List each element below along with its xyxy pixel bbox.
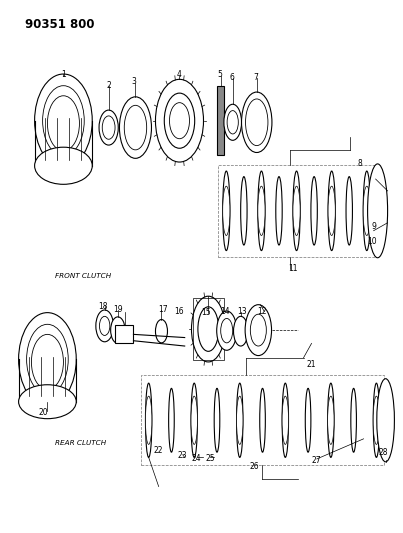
Ellipse shape <box>282 383 289 457</box>
Ellipse shape <box>214 389 220 452</box>
Bar <box>217 86 224 155</box>
Ellipse shape <box>328 171 335 251</box>
Text: 13: 13 <box>237 307 247 316</box>
Ellipse shape <box>145 383 152 457</box>
Ellipse shape <box>223 171 230 251</box>
Text: 20: 20 <box>39 408 48 417</box>
Ellipse shape <box>191 396 197 445</box>
Ellipse shape <box>368 164 388 258</box>
Text: 22: 22 <box>154 446 164 455</box>
Ellipse shape <box>224 104 241 140</box>
Ellipse shape <box>198 307 219 351</box>
Text: 25: 25 <box>206 454 215 463</box>
Ellipse shape <box>258 186 265 236</box>
Bar <box>218 165 376 257</box>
Ellipse shape <box>245 99 268 146</box>
Ellipse shape <box>43 86 84 156</box>
Ellipse shape <box>245 305 272 356</box>
Text: REAR CLUTCH: REAR CLUTCH <box>56 440 107 446</box>
Ellipse shape <box>241 176 247 245</box>
Ellipse shape <box>156 79 204 162</box>
Ellipse shape <box>311 176 317 245</box>
Text: 90351 800: 90351 800 <box>25 18 95 31</box>
Ellipse shape <box>168 389 174 452</box>
Text: 19: 19 <box>113 305 123 314</box>
Ellipse shape <box>35 147 92 184</box>
Bar <box>193 298 224 360</box>
Ellipse shape <box>328 396 334 445</box>
Ellipse shape <box>19 385 76 419</box>
Text: 6: 6 <box>229 72 234 82</box>
Ellipse shape <box>164 93 195 148</box>
Text: 14: 14 <box>221 306 231 316</box>
Ellipse shape <box>27 324 68 394</box>
Ellipse shape <box>363 171 370 251</box>
Text: 24: 24 <box>192 454 202 463</box>
Ellipse shape <box>282 396 289 445</box>
Ellipse shape <box>31 334 63 390</box>
Ellipse shape <box>96 310 114 342</box>
Ellipse shape <box>170 103 189 139</box>
Text: 17: 17 <box>159 305 168 314</box>
Ellipse shape <box>145 396 152 445</box>
Text: 27: 27 <box>312 456 322 465</box>
Bar <box>115 325 133 343</box>
Ellipse shape <box>124 106 147 150</box>
Text: 28: 28 <box>379 448 388 457</box>
Text: 9: 9 <box>372 222 377 231</box>
Ellipse shape <box>258 171 265 251</box>
Text: 21: 21 <box>307 360 316 369</box>
Text: 2: 2 <box>106 80 111 90</box>
Text: 18: 18 <box>99 302 108 311</box>
Ellipse shape <box>221 318 233 343</box>
Ellipse shape <box>328 186 335 236</box>
Text: 16: 16 <box>174 307 184 316</box>
Ellipse shape <box>19 313 76 406</box>
Text: FRONT CLUTCH: FRONT CLUTCH <box>56 272 112 279</box>
Ellipse shape <box>237 383 243 457</box>
Text: 4: 4 <box>177 70 182 79</box>
Ellipse shape <box>293 171 300 251</box>
Ellipse shape <box>373 396 380 445</box>
Text: 3: 3 <box>131 77 136 86</box>
Text: 12: 12 <box>258 307 267 316</box>
Ellipse shape <box>373 383 380 457</box>
Ellipse shape <box>191 383 197 457</box>
Ellipse shape <box>223 186 230 236</box>
Text: 23: 23 <box>178 451 187 461</box>
Text: 10: 10 <box>367 237 376 246</box>
Ellipse shape <box>48 96 79 151</box>
Ellipse shape <box>346 176 353 245</box>
Ellipse shape <box>363 186 370 236</box>
Text: 7: 7 <box>253 72 258 82</box>
Ellipse shape <box>260 389 265 452</box>
Ellipse shape <box>102 116 115 139</box>
Ellipse shape <box>351 389 356 452</box>
Ellipse shape <box>35 74 92 167</box>
Ellipse shape <box>191 296 225 362</box>
Ellipse shape <box>293 186 300 236</box>
Ellipse shape <box>233 317 248 346</box>
Ellipse shape <box>305 389 311 452</box>
Text: 8: 8 <box>357 159 362 167</box>
Ellipse shape <box>250 314 266 346</box>
Ellipse shape <box>217 311 237 350</box>
Ellipse shape <box>328 383 334 457</box>
Bar <box>141 375 384 465</box>
Text: 26: 26 <box>249 462 259 471</box>
Ellipse shape <box>111 317 125 343</box>
Ellipse shape <box>119 97 152 158</box>
Ellipse shape <box>99 110 118 145</box>
Ellipse shape <box>237 396 243 445</box>
Ellipse shape <box>227 111 238 134</box>
Text: 15: 15 <box>202 308 211 317</box>
Ellipse shape <box>100 317 110 335</box>
Ellipse shape <box>241 92 272 152</box>
Text: 11: 11 <box>288 264 297 272</box>
Text: 1: 1 <box>61 70 66 79</box>
Ellipse shape <box>276 176 282 245</box>
Text: 5: 5 <box>217 70 222 79</box>
Ellipse shape <box>377 378 395 462</box>
Ellipse shape <box>156 319 168 343</box>
